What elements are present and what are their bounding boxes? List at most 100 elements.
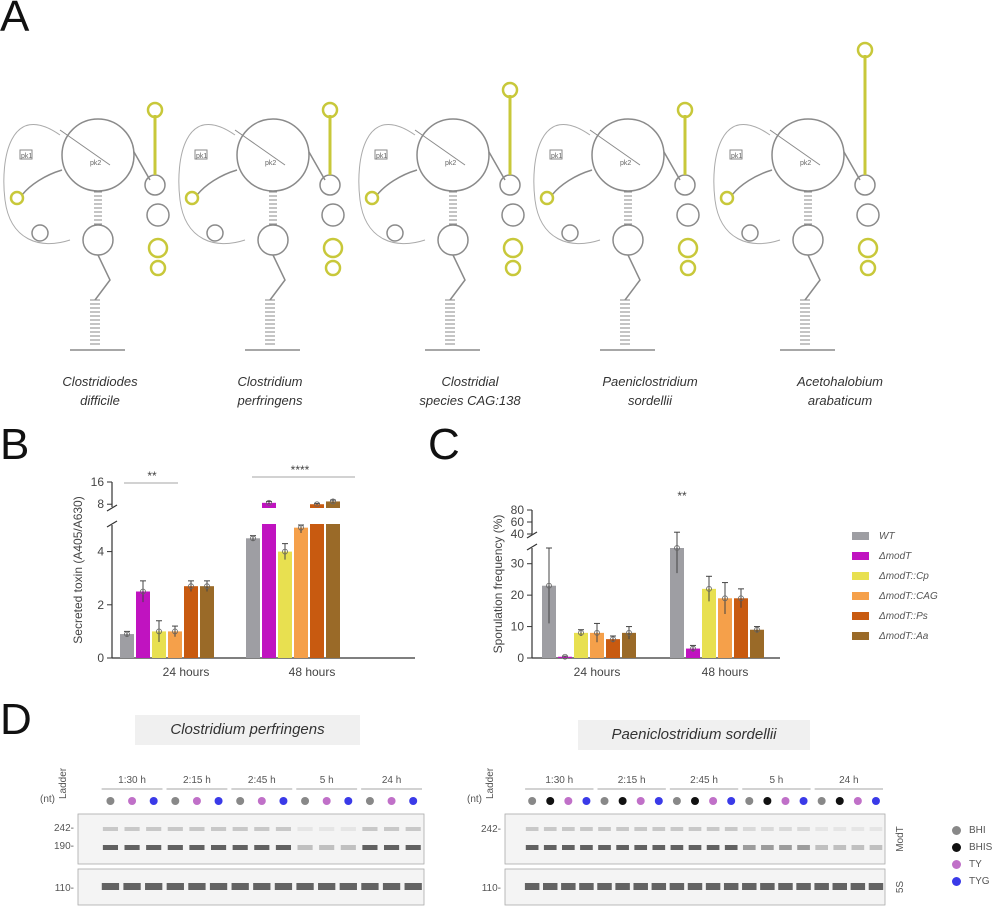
- rna-lower-loop: [612, 224, 644, 256]
- rna-right-junction-loop: [144, 174, 166, 196]
- bar-24-hours-0: [120, 634, 134, 658]
- timepoint-label: 2:45 h: [248, 775, 276, 786]
- lane-media-dot: [799, 797, 808, 805]
- band-upper: [742, 827, 756, 831]
- rna-lower-stem: [269, 254, 286, 301]
- rna-pseudoknot-arc: [713, 124, 781, 245]
- band-upper: [652, 827, 666, 831]
- rna-pk-line: [59, 129, 111, 166]
- media-label-ty: TY: [969, 859, 982, 870]
- y-tick-label: 0: [517, 651, 524, 665]
- rna-pk-line: [234, 129, 286, 166]
- legend-label-wt: WT: [879, 530, 895, 542]
- y-tick-label: 4: [97, 545, 104, 559]
- rna-right-loop-1: [146, 203, 170, 227]
- rna-pk-line: [414, 129, 466, 166]
- rna-pseudoknot-arc: [178, 124, 246, 245]
- data-point: [298, 524, 304, 531]
- species-label-2-line1: Clostridium: [237, 374, 303, 389]
- gel-side-label-bottom: 5S: [895, 881, 906, 894]
- species-label-3: Clostridial species CAG:138: [395, 372, 545, 410]
- band-upper: [362, 827, 378, 831]
- data-point: [546, 582, 552, 589]
- band-upper: [189, 827, 205, 831]
- timepoint-label: 2:15 h: [618, 775, 646, 786]
- bar-48-hours-1: [686, 648, 700, 658]
- rna-right-loop-3: [679, 259, 697, 277]
- band-main: [167, 845, 183, 850]
- band-5s: [188, 883, 206, 890]
- rna-small-loop: [31, 224, 49, 242]
- species-label-1-line2: difficile: [80, 393, 120, 408]
- band-main: [405, 845, 421, 850]
- rna-pk1-label: pk1: [21, 153, 32, 160]
- band-main: [275, 845, 292, 850]
- lane-media-dot: [691, 797, 699, 805]
- ladder-label: Ladder: [58, 767, 69, 799]
- band-main: [634, 845, 648, 850]
- rna-left-hairpin: [184, 190, 200, 206]
- rna-left-stem: [21, 169, 63, 196]
- band-main: [869, 845, 883, 850]
- band-5s: [209, 883, 228, 890]
- rna-lower-stem: [624, 254, 641, 301]
- timepoint-label: 1:30 h: [118, 775, 146, 786]
- data-point: [562, 653, 568, 660]
- band-main: [652, 845, 666, 850]
- gel-title-right: Paeniclostridium sordellii: [578, 720, 810, 750]
- legend-label-ps: ΔmodT::Ps: [879, 610, 928, 622]
- band-5s: [361, 883, 379, 890]
- data-point: [594, 629, 600, 636]
- species-label-4-line2: sordellii: [627, 393, 673, 408]
- data-point: [124, 631, 130, 637]
- band-main: [815, 845, 828, 850]
- media-dot-bhi: [952, 826, 961, 835]
- lane-media-dot: [763, 797, 772, 805]
- band-upper: [232, 827, 248, 831]
- rna-right-loop-2: [147, 237, 169, 259]
- lane-media-dot: [192, 797, 201, 805]
- media-item-bhis: BHIS: [952, 839, 992, 856]
- bar-24-hours-2: [574, 632, 588, 658]
- bar-48-hours-2: [278, 551, 292, 658]
- bar-24-hours-5: [622, 632, 636, 658]
- bar-48-hours-0: [670, 548, 684, 658]
- legend-item-wt: WT: [852, 526, 938, 546]
- legend-swatch-wt: [852, 532, 869, 540]
- band-5s: [687, 883, 703, 890]
- band-5s: [543, 883, 558, 890]
- lane-media-dot: [344, 797, 353, 805]
- lane-media-dot: [365, 797, 374, 805]
- rna-pk1-box: [194, 149, 208, 160]
- lane-media-dot: [600, 797, 609, 805]
- legend-item-modt: ΔmodT: [852, 546, 938, 566]
- axis-break-mark: [526, 543, 538, 551]
- significance-label: **: [677, 489, 687, 503]
- band-upper: [405, 827, 421, 831]
- y-tick-label: 8: [97, 497, 104, 511]
- media-label-bhi: BHI: [969, 825, 986, 836]
- band-main: [580, 845, 593, 850]
- data-point: [690, 645, 696, 652]
- species-label-5: Acetohalobium arabaticum: [770, 372, 910, 410]
- rna-left-stem: [376, 169, 418, 196]
- significance-label: **: [147, 469, 157, 483]
- bar-24-hours-1: [558, 656, 572, 658]
- band-upper: [102, 827, 119, 831]
- bar-24-hours-5: [200, 586, 214, 658]
- bar-24-hours-3: [168, 631, 182, 658]
- band-main: [319, 845, 335, 850]
- bar-48-hours-3: [294, 527, 308, 658]
- band-5s: [339, 883, 357, 890]
- species-label-1: Clostridiodes difficile: [35, 372, 165, 410]
- band-5s: [796, 883, 811, 890]
- chart-legend: WT ΔmodT ΔmodT::Cp ΔmodT::CAG ΔmodT::Ps …: [852, 526, 938, 646]
- lane-media-dot: [301, 797, 310, 805]
- legend-swatch-cp: [852, 572, 869, 580]
- bar-24-hours-1: [136, 591, 150, 658]
- rna-central-loop: [416, 118, 490, 192]
- y-tick-label: 80: [511, 503, 525, 517]
- band-upper: [670, 827, 684, 831]
- y-axis-title: Sporulation frequency (%): [491, 515, 505, 654]
- band-upper: [525, 827, 539, 831]
